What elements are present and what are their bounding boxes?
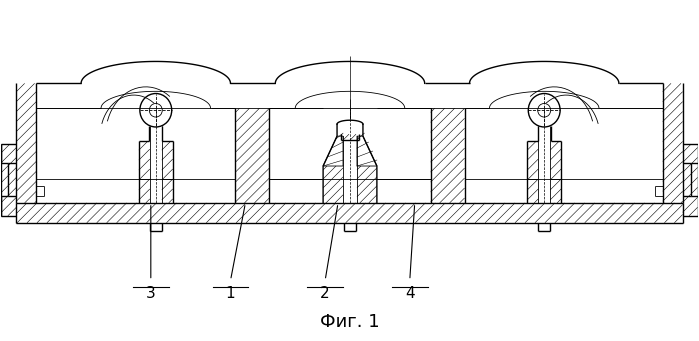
Text: 3: 3 [146, 285, 156, 300]
Text: 2: 2 [320, 285, 330, 300]
Polygon shape [323, 136, 343, 166]
Text: 4: 4 [405, 285, 415, 300]
Polygon shape [357, 136, 377, 166]
Text: 1: 1 [226, 285, 236, 300]
Text: Фиг. 1: Фиг. 1 [320, 313, 380, 331]
